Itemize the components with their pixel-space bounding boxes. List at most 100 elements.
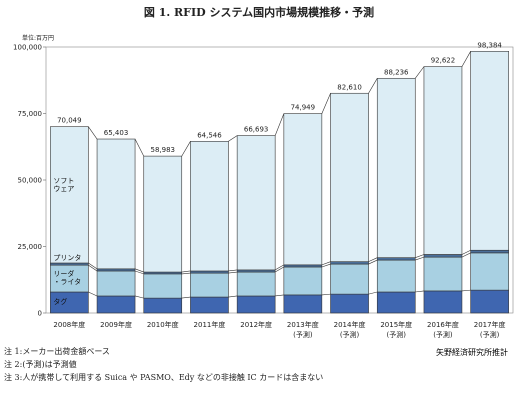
bar-segment	[190, 141, 229, 272]
connector	[275, 294, 284, 297]
x-tick-label: 2008年度	[53, 320, 85, 329]
connector	[415, 290, 424, 293]
note: 注 1:メーカー出荷金額ベース	[4, 347, 110, 356]
bar-segment	[50, 262, 89, 266]
connector	[368, 257, 378, 262]
y-tick-label: 0	[38, 310, 42, 318]
total-label: 64,546	[197, 131, 222, 139]
x-tick-sublabel: (予測)	[480, 330, 500, 339]
bar-segment	[143, 297, 183, 314]
bar-segment	[376, 259, 416, 293]
connector	[368, 291, 378, 295]
total-label: 88,236	[384, 68, 409, 76]
bar-segment	[236, 271, 276, 297]
unit-label: 単位:百万円	[22, 34, 54, 42]
connector	[228, 269, 238, 272]
x-tick-label: 2014年度	[334, 320, 366, 329]
bar-segment	[470, 50, 509, 251]
connector	[181, 270, 191, 273]
connector	[181, 296, 191, 299]
x-tick-label: 2015年度	[380, 320, 412, 329]
connector	[134, 295, 144, 299]
bar-segment	[376, 291, 416, 314]
bar-segment	[330, 263, 369, 295]
note: 注 3:人が携帯して利用する Suica や PASMO、Edy などの非接触 …	[4, 373, 324, 382]
bar-segment	[236, 135, 276, 271]
bar-segment	[423, 290, 463, 314]
connector	[461, 289, 471, 292]
bar-segment	[376, 257, 416, 261]
connector	[461, 51, 471, 67]
bar-segment	[143, 273, 183, 299]
connector	[134, 270, 144, 275]
total-label: 82,610	[337, 83, 362, 91]
total-label: 98,384	[477, 41, 502, 49]
bar-segment	[423, 66, 463, 255]
total-label: 92,622	[431, 57, 456, 65]
connector	[415, 66, 425, 79]
series-label: プリンタ	[53, 253, 82, 262]
note: 注 2:(予測)は予測値	[4, 360, 77, 369]
bar-segment	[236, 269, 276, 273]
y-tick-label: 25,000	[18, 243, 43, 251]
bar-segment	[96, 295, 136, 314]
total-label: 58,983	[151, 146, 176, 154]
bar-segment	[423, 256, 463, 292]
bar-segment	[96, 268, 136, 272]
connector	[461, 252, 471, 258]
connector	[228, 271, 238, 274]
bar-segment	[96, 270, 136, 297]
connector	[321, 293, 331, 296]
source: 矢野経済研究所推計	[436, 348, 508, 357]
connector	[228, 135, 238, 142]
bar-segment	[283, 113, 323, 266]
x-tick-sublabel: (予測)	[293, 330, 313, 339]
bar-segment	[283, 264, 323, 268]
connector	[274, 264, 285, 271]
bar-segment	[190, 270, 229, 274]
connector	[415, 254, 425, 258]
x-tick-sublabel: (予測)	[433, 330, 453, 339]
connector	[368, 259, 378, 265]
connector	[88, 262, 98, 270]
connector	[461, 249, 471, 255]
bar-segment	[423, 254, 463, 258]
connector	[181, 272, 191, 275]
series-label: ソフト ウェア	[53, 176, 75, 194]
x-tick-sublabel: (予測)	[387, 330, 407, 339]
connector	[415, 256, 425, 261]
bar-segment	[50, 126, 89, 264]
connector	[274, 113, 285, 136]
bar-segment	[143, 155, 183, 273]
x-tick-label: 2009年度	[100, 320, 132, 329]
bar-segment	[96, 138, 136, 270]
bar-segment	[330, 92, 369, 262]
bar-segment	[50, 264, 89, 293]
series-label: リーダ ・ライタ	[53, 269, 82, 287]
x-tick-label: 2011年度	[194, 320, 226, 329]
connector	[181, 141, 191, 157]
chart-title: 図 1. RFID システム国内市場規模推移・予測	[144, 5, 374, 19]
total-label: 66,693	[244, 126, 269, 134]
bar-segment	[236, 295, 276, 314]
bar-segment	[190, 296, 229, 314]
y-tick-label: 75,000	[18, 110, 43, 118]
connector	[228, 295, 238, 298]
bar-segment	[330, 261, 369, 265]
y-tick-label: 100,000	[13, 44, 42, 52]
connector	[88, 264, 98, 272]
bar-segment	[470, 249, 509, 254]
bar-segment	[283, 294, 323, 314]
connector	[321, 261, 331, 266]
x-tick-label: 2016年度	[427, 320, 459, 329]
x-tick-label: 2012年度	[240, 320, 272, 329]
x-tick-label: 2010年度	[147, 320, 179, 329]
connector	[274, 266, 285, 273]
bar-segment	[283, 266, 323, 296]
total-label: 74,949	[291, 104, 316, 112]
series-label: タグ	[53, 297, 68, 306]
bar-segment	[470, 289, 509, 314]
x-tick-label: 2013年度	[287, 320, 319, 329]
